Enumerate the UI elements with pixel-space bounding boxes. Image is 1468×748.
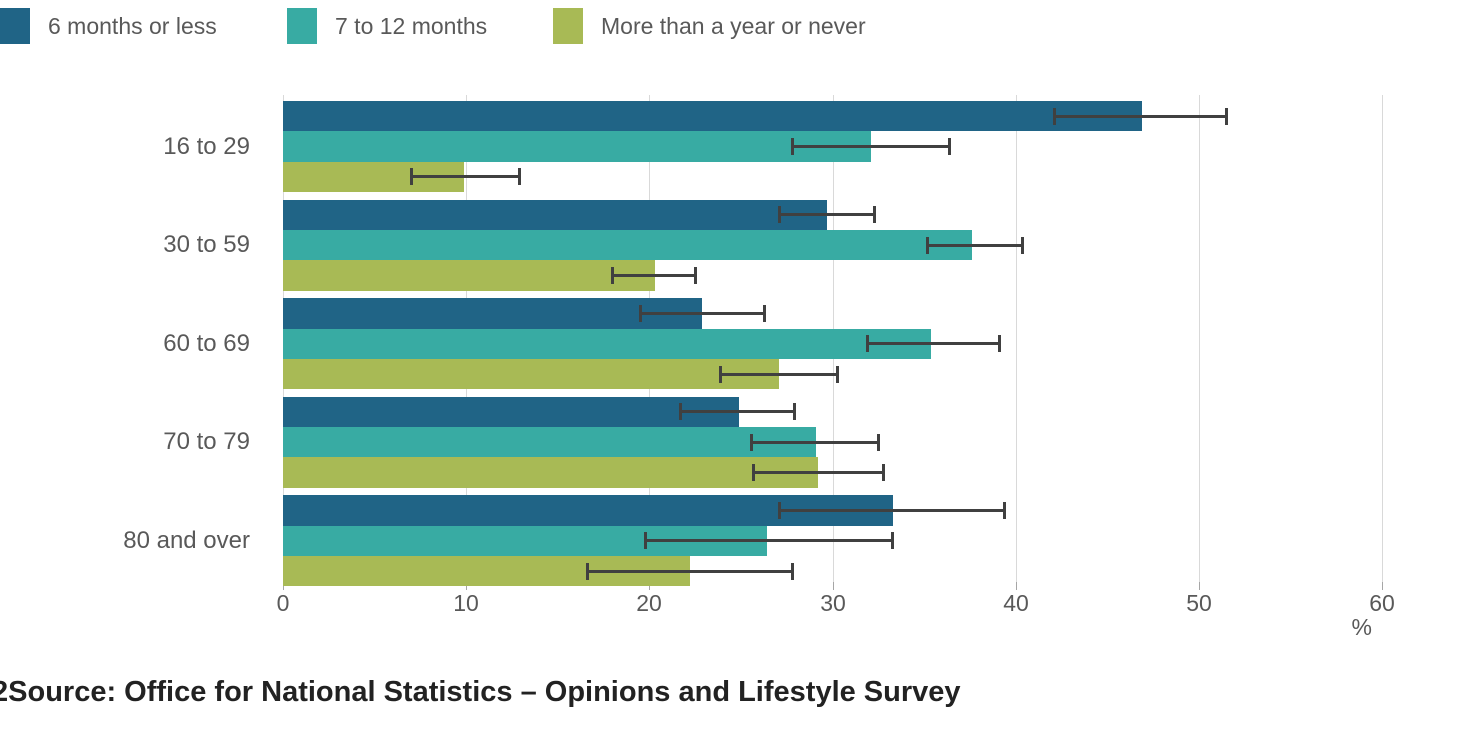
error-bar-line <box>612 273 696 277</box>
error-bar-cap-high <box>792 403 796 421</box>
legend-swatch-dark-blue <box>0 8 30 44</box>
error-bar-line <box>1054 114 1227 118</box>
legend-swatch-teal <box>287 8 317 44</box>
error-bar-line <box>720 372 838 376</box>
error-bar-cap-low <box>752 464 756 482</box>
category-label: 70 to 79 <box>163 428 250 456</box>
error-bar-cap-low <box>777 206 781 224</box>
axis-tick-label: 20 <box>636 590 662 616</box>
error-bar-cap-high <box>790 562 794 580</box>
axis-tick <box>833 582 834 590</box>
legend-item-6-months-or-less[interactable]: 6 months or less <box>0 0 217 52</box>
category-label: 60 to 69 <box>163 329 250 357</box>
bar-7-to-12-months[interactable] <box>283 427 816 458</box>
legend-swatch-olive <box>553 8 583 44</box>
error-bar-cap-high <box>1224 107 1228 125</box>
error-bar-line <box>792 145 950 148</box>
error-bar-cap-high <box>873 206 877 224</box>
error-bar-line <box>867 342 1000 346</box>
source-text: Source: Office for National Statistics –… <box>8 676 961 708</box>
legend-label: 7 to 12 months <box>335 12 488 39</box>
gridline <box>1199 95 1200 582</box>
error-bar-line <box>587 569 793 573</box>
error-bar-cap-low <box>1052 107 1056 125</box>
error-bar-cap-low <box>926 236 930 254</box>
error-bar-cap-high <box>997 335 1001 353</box>
error-bar-cap-high <box>517 168 521 186</box>
error-bar-cap-high <box>1021 236 1025 254</box>
category-label: 30 to 59 <box>163 231 250 259</box>
bar-7-to-12-months[interactable] <box>283 229 972 261</box>
error-bar-cap-high <box>948 138 952 155</box>
error-bar-cap-low <box>719 365 723 383</box>
error-bar-line <box>751 440 879 444</box>
error-bar-cap-low <box>750 433 754 451</box>
chart-legend: 6 months or less 7 to 12 months More tha… <box>0 0 1468 56</box>
legend-item-more-than-a-year[interactable]: More than a year or never <box>553 0 866 52</box>
bar-7-to-12-months[interactable] <box>283 131 871 162</box>
error-bar-line <box>779 509 1005 513</box>
gridline <box>1016 95 1017 582</box>
axis-tick-label: 30 <box>820 590 846 616</box>
error-bar-cap-high <box>763 304 767 322</box>
error-bar-line <box>680 410 795 414</box>
error-bar-line <box>411 175 520 179</box>
axis-tick-label: 50 <box>1186 590 1212 616</box>
error-bar-line <box>640 311 765 315</box>
axis-tick-label: 40 <box>1003 590 1029 616</box>
error-bar-cap-low <box>409 168 413 186</box>
error-bar-cap-high <box>836 365 840 383</box>
category-label: 16 to 29 <box>163 132 250 160</box>
axis-tick-label: 0 <box>276 590 290 616</box>
error-bar-cap-low <box>790 138 794 155</box>
bar-more-than-a-year-or-never[interactable] <box>283 358 780 390</box>
bar-6-months-or-less[interactable] <box>283 199 827 230</box>
footnote-marker: 2 <box>0 676 9 708</box>
error-bar-cap-high <box>693 266 697 284</box>
error-bar-cap-low <box>644 532 648 550</box>
plot-area: 0 10 20 30 40 50 60 16 to 29 30 to 59 60 to 69 70 … <box>123 95 1395 616</box>
axis-tick <box>1382 582 1383 590</box>
bar-6-months-or-less[interactable] <box>283 298 703 329</box>
axis-tick-label: 60 <box>1369 590 1395 616</box>
error-bar-line <box>779 213 875 217</box>
error-bar-cap-low <box>585 562 589 580</box>
legend-label: More than a year or never <box>601 12 866 39</box>
error-bar-cap-low <box>678 403 682 421</box>
bar-6-months-or-less[interactable] <box>283 101 1143 132</box>
error-bar-line <box>645 539 893 543</box>
axis-tick-label: 10 <box>453 590 479 616</box>
error-bar-cap-high <box>891 532 895 550</box>
axis-tick <box>1199 582 1200 590</box>
legend-label: 6 months or less <box>48 12 217 39</box>
error-bar-cap-high <box>882 464 886 482</box>
error-bar-line <box>927 243 1023 247</box>
gridline <box>1382 95 1383 582</box>
category-label: 80 and over <box>123 526 250 554</box>
error-bar-line <box>753 471 884 475</box>
error-bar-cap-low <box>611 266 615 284</box>
error-bar-cap-low <box>777 502 781 520</box>
error-bar-cap-high <box>876 433 880 451</box>
legend-item-7-to-12-months[interactable]: 7 to 12 months <box>287 0 487 52</box>
bar-7-to-12-months[interactable] <box>283 328 932 359</box>
bar-more-than-a-year-or-never[interactable] <box>283 457 818 488</box>
bar-6-months-or-less[interactable] <box>283 396 740 428</box>
axis-unit-label: % <box>1351 614 1372 640</box>
error-bar-cap-low <box>865 335 869 353</box>
error-bar-cap-low <box>638 304 642 322</box>
axis-tick <box>1016 582 1017 590</box>
error-bar-cap-high <box>1003 502 1007 520</box>
source-line: 2Source: Office for National Statistics … <box>0 676 961 709</box>
bar-more-than-a-year-or-never[interactable] <box>283 260 655 291</box>
